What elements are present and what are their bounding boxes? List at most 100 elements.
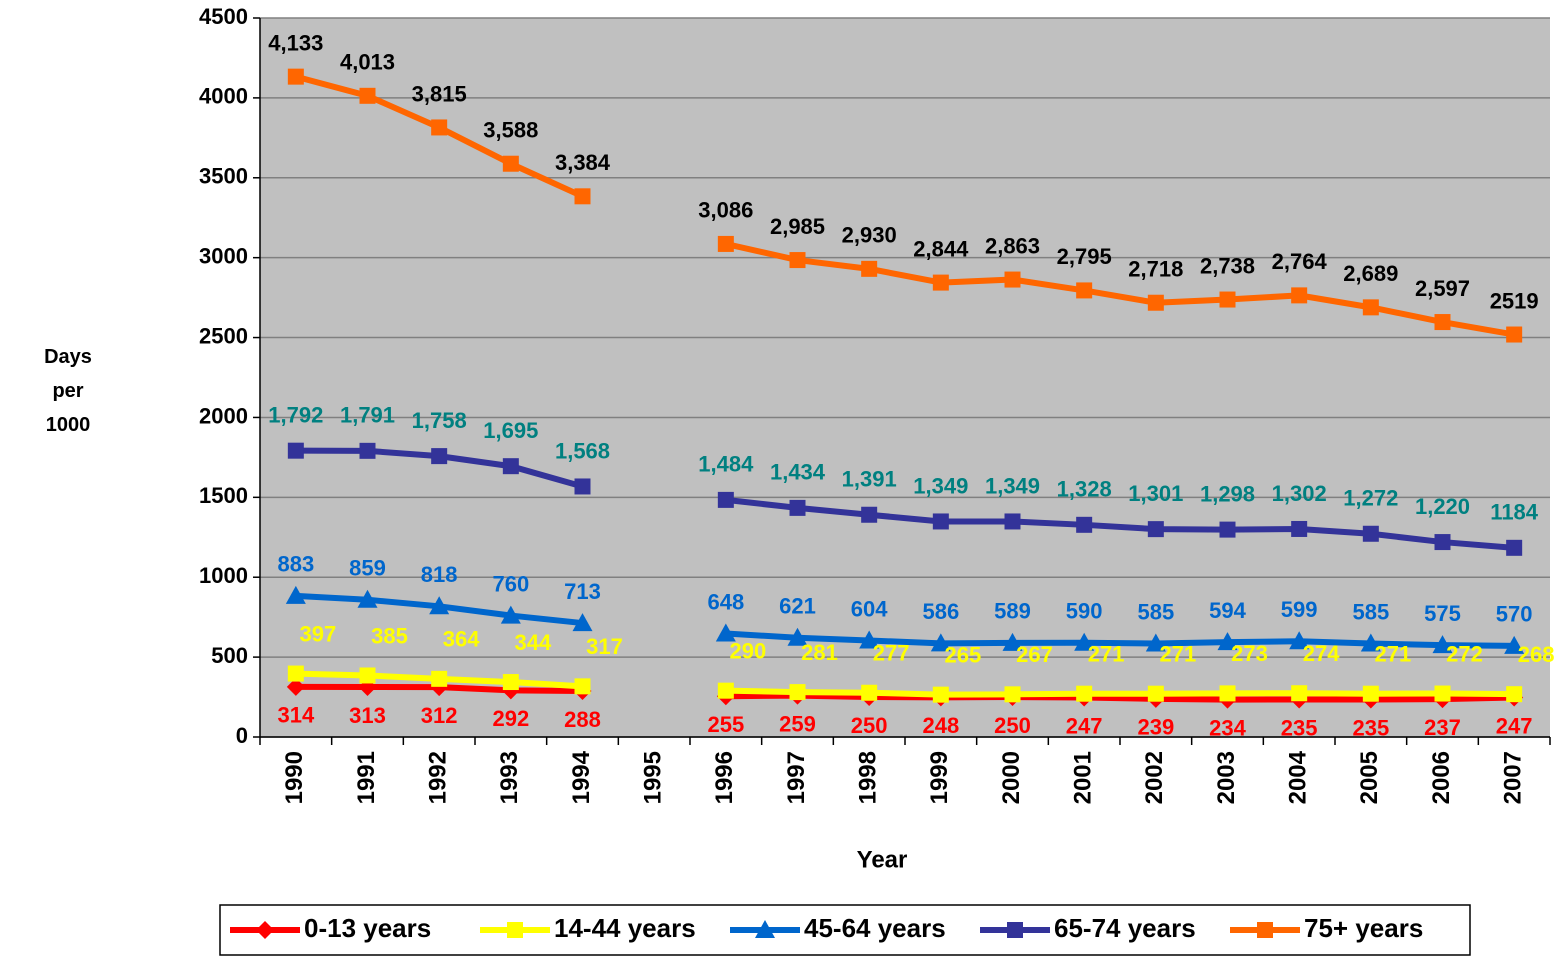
y-tick-label: 0 xyxy=(236,723,248,748)
data-label: 268 xyxy=(1518,642,1555,667)
marker xyxy=(859,630,880,649)
data-label: 3,384 xyxy=(555,150,611,175)
x-tick-label: 2007 xyxy=(1500,751,1527,804)
marker xyxy=(715,623,736,642)
y-tick-label: 2000 xyxy=(199,403,248,428)
marker xyxy=(1506,539,1523,556)
series-line xyxy=(725,496,1515,551)
marker xyxy=(359,667,376,684)
x-tick-label: 2005 xyxy=(1356,751,1383,804)
data-label: 247 xyxy=(1066,713,1103,738)
data-label: 1184 xyxy=(1490,500,1538,525)
marker xyxy=(1147,294,1164,311)
data-label: 292 xyxy=(492,706,529,731)
data-label: 585 xyxy=(1137,599,1174,624)
marker xyxy=(359,442,376,459)
marker xyxy=(1362,525,1379,542)
data-label: 364 xyxy=(443,627,480,652)
data-label: 247 xyxy=(1496,713,1533,738)
marker xyxy=(787,627,808,646)
marker xyxy=(930,633,951,652)
marker xyxy=(1219,291,1236,308)
data-label: 2,738 xyxy=(1200,253,1255,278)
y-tick-label: 2500 xyxy=(199,323,248,348)
marker xyxy=(1004,271,1021,288)
data-label: 271 xyxy=(1374,642,1411,667)
x-tick-label: 1997 xyxy=(783,751,810,804)
marker xyxy=(1291,287,1308,304)
data-label: 273 xyxy=(1231,641,1268,666)
data-label: 2519 xyxy=(1490,288,1539,313)
y-tick-label: 3000 xyxy=(199,243,248,268)
data-label: 575 xyxy=(1424,601,1461,626)
data-label: 621 xyxy=(779,594,816,619)
marker xyxy=(1434,314,1451,331)
marker xyxy=(1362,299,1379,316)
data-label: 818 xyxy=(421,562,458,587)
data-label: 314 xyxy=(277,703,314,728)
data-label: 235 xyxy=(1281,715,1318,740)
marker xyxy=(861,260,878,277)
marker xyxy=(1257,922,1273,938)
legend-label: 65-74 years xyxy=(1054,913,1196,943)
x-tick-label: 1998 xyxy=(855,751,882,804)
x-tick-label: 2002 xyxy=(1141,751,1168,804)
marker xyxy=(287,68,304,85)
marker xyxy=(1147,521,1164,538)
marker xyxy=(1074,632,1095,651)
marker xyxy=(1506,326,1523,343)
marker xyxy=(1289,631,1310,650)
data-label: 604 xyxy=(851,596,888,621)
marker xyxy=(1147,685,1164,702)
x-tick-label: 2004 xyxy=(1285,750,1312,804)
series-line xyxy=(725,692,1515,703)
data-label: 1,434 xyxy=(770,460,826,485)
marker xyxy=(574,478,591,495)
data-label: 290 xyxy=(729,638,766,663)
x-tick-label: 1995 xyxy=(640,751,667,804)
data-label: 3,815 xyxy=(412,81,467,106)
y-tick-label: 1500 xyxy=(199,483,248,508)
x-tick-label: 1991 xyxy=(353,751,380,804)
data-label: 312 xyxy=(421,703,458,728)
marker xyxy=(861,684,878,701)
marker xyxy=(359,87,376,104)
marker xyxy=(256,921,274,939)
series-line xyxy=(725,630,1515,649)
data-label: 599 xyxy=(1281,597,1318,622)
data-label: 2,844 xyxy=(913,236,969,261)
marker xyxy=(861,506,878,523)
legend-label: 0-13 years xyxy=(304,913,431,943)
marker xyxy=(789,684,806,701)
marker xyxy=(429,596,450,615)
marker xyxy=(1217,632,1238,651)
data-label: 274 xyxy=(1303,641,1340,666)
x-tick-label: 1993 xyxy=(496,751,523,804)
data-label: 4,133 xyxy=(268,30,323,55)
marker xyxy=(932,513,949,530)
data-label: 594 xyxy=(1209,598,1246,623)
data-label: 1,301 xyxy=(1128,481,1183,506)
marker xyxy=(502,674,519,691)
data-label: 1,328 xyxy=(1057,477,1112,502)
marker xyxy=(1007,922,1023,938)
x-tick-label: 1994 xyxy=(568,750,595,804)
data-label: 271 xyxy=(1088,642,1125,667)
series-line xyxy=(725,687,1515,698)
y-tick-label: 1000 xyxy=(199,563,248,588)
data-label: 2,689 xyxy=(1343,261,1398,286)
marker xyxy=(932,686,949,703)
data-label: 248 xyxy=(922,713,959,738)
data-label: 317 xyxy=(586,634,623,659)
marker xyxy=(431,119,448,136)
data-label: 2,764 xyxy=(1272,249,1328,274)
data-label: 1,298 xyxy=(1200,481,1255,506)
marker xyxy=(287,665,304,682)
data-label: 255 xyxy=(707,712,744,737)
data-label: 3,588 xyxy=(483,118,538,143)
data-label: 1,220 xyxy=(1415,494,1470,519)
marker xyxy=(1504,635,1525,654)
marker xyxy=(1291,685,1308,702)
x-tick-label: 1992 xyxy=(425,751,452,804)
